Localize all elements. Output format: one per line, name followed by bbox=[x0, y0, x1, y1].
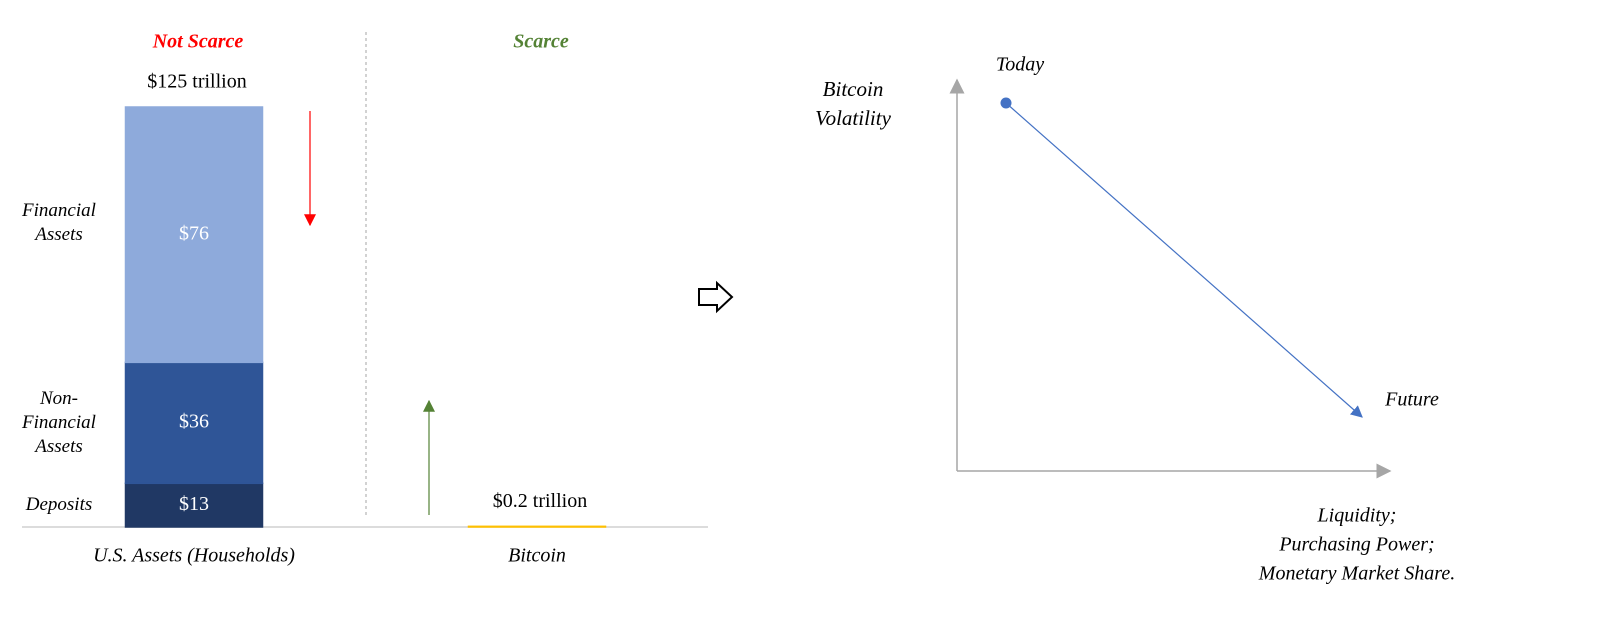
end-label: Future bbox=[1384, 389, 1439, 411]
value-label: $13 bbox=[179, 493, 209, 515]
bar-segment bbox=[124, 482, 264, 528]
total-label: $0.2 trillion bbox=[493, 490, 587, 512]
category-label: U.S. Assets (Households) bbox=[93, 545, 295, 567]
category-label: Bitcoin bbox=[508, 545, 566, 567]
bar-segment bbox=[124, 106, 264, 364]
group-label: Scarce bbox=[513, 31, 569, 53]
group-label: Not Scarce bbox=[152, 31, 244, 53]
x-axis-label: Purchasing Power; bbox=[1278, 534, 1434, 556]
series-label: Deposits bbox=[25, 494, 93, 516]
value-label: $36 bbox=[179, 410, 209, 432]
x-axis-label: Liquidity; bbox=[1317, 505, 1397, 527]
value-label: $76 bbox=[179, 222, 209, 244]
series-label: Non-Financial Assets bbox=[22, 387, 96, 457]
total-label: $125 trillion bbox=[147, 71, 246, 93]
y-axis-label: Bitcoin Volatility bbox=[815, 77, 891, 130]
bar-segment bbox=[467, 525, 607, 528]
bar-segment bbox=[124, 361, 264, 485]
start-label: Today bbox=[996, 54, 1044, 76]
transition-arrow bbox=[698, 280, 734, 314]
x-axis-label: Monetary Market Share. bbox=[1258, 563, 1455, 585]
series-label: Financial Assets bbox=[22, 199, 96, 245]
trend-arrow bbox=[1005, 102, 1363, 418]
start-point bbox=[1000, 97, 1012, 109]
